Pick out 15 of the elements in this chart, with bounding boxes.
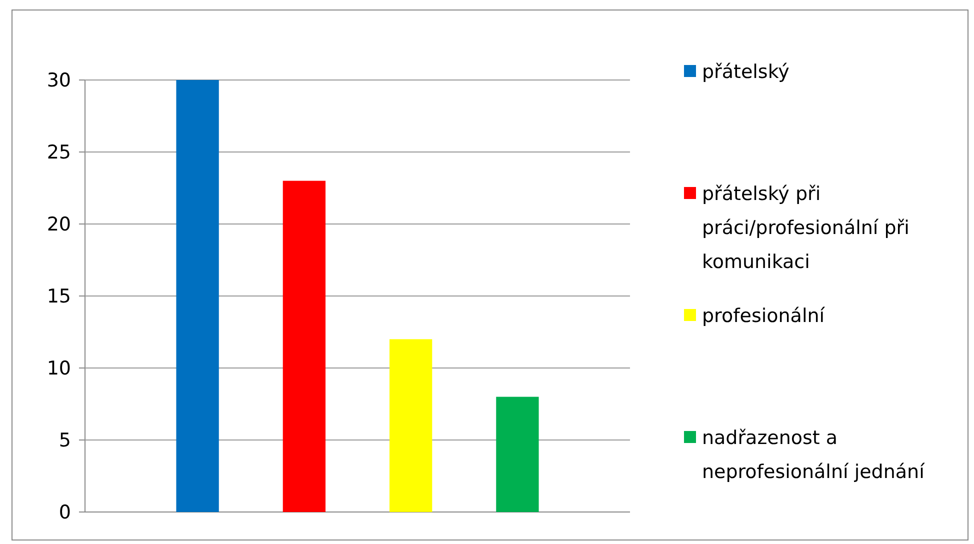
y-tick-label: 30	[46, 70, 71, 92]
legend-label: profesionální	[702, 305, 826, 327]
bar	[282, 180, 326, 512]
legend-label: přátelský při práci/profesionální při komunikaci	[702, 183, 910, 273]
bar	[496, 396, 539, 512]
legend-label: nadřazenost a neprofesionální jednání	[702, 427, 926, 483]
y-tick-label: 10	[46, 358, 71, 380]
y-tick-label: 0	[58, 502, 71, 524]
y-tick-label: 20	[46, 214, 71, 236]
bar	[389, 339, 432, 512]
legend-label: přátelský	[702, 61, 790, 83]
y-tick-label: 15	[46, 286, 71, 308]
y-tick-label: 25	[46, 142, 71, 164]
y-tick-label: 5	[58, 430, 71, 452]
bar	[176, 80, 219, 512]
